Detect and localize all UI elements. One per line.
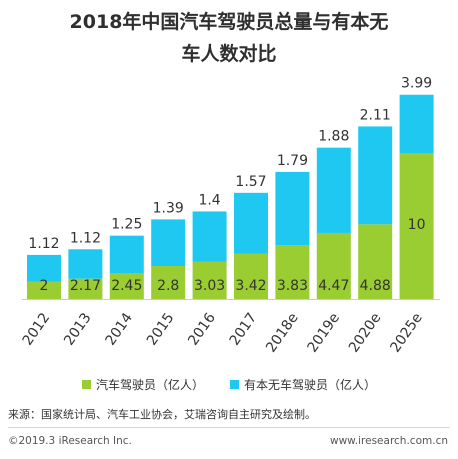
tick-label-2020e: 2020e xyxy=(346,310,384,355)
legend-item-drivers: 汽车驾驶员（亿人） xyxy=(81,376,204,393)
chart-title-line-2: 车人数对比 xyxy=(181,43,277,65)
label-no-car-2016: 1.4 xyxy=(198,192,220,208)
label-drivers-2025e: 10 xyxy=(408,217,426,233)
bar-no-car-2025e xyxy=(399,94,434,153)
bar-drivers-2019e xyxy=(316,232,351,299)
label-drivers-2013: 2.17 xyxy=(70,278,101,294)
tick-label-2012: 2012 xyxy=(20,310,54,348)
chart-legend: 汽车驾驶员（亿人） 有本无车驾驶员（亿人） xyxy=(0,376,458,393)
label-drivers-2019e: 4.47 xyxy=(318,278,349,294)
bar-no-car-2020e xyxy=(358,126,393,225)
bar-no-car-2019e xyxy=(316,147,351,233)
bar-drivers-2025e xyxy=(399,153,434,299)
label-drivers-2016: 3.03 xyxy=(194,278,225,294)
label-no-car-2013: 1.12 xyxy=(70,230,101,246)
label-no-car-2017: 1.57 xyxy=(235,174,266,190)
bar-no-car-2017 xyxy=(234,192,268,254)
tick-label-2014: 2014 xyxy=(103,310,137,348)
tick-label-2018e: 2018e xyxy=(263,310,301,355)
label-no-car-2012: 1.12 xyxy=(28,236,59,252)
label-drivers-2018e: 3.83 xyxy=(277,278,308,294)
footer-divider xyxy=(8,427,450,428)
label-drivers-2015: 2.8 xyxy=(157,278,179,294)
bar-drivers-2020e xyxy=(358,224,393,299)
label-drivers-2014: 2.45 xyxy=(111,278,142,294)
label-drivers-2012: 2 xyxy=(40,278,49,294)
legend-swatch-no-car xyxy=(230,380,239,389)
bar-no-car-2014 xyxy=(109,235,144,273)
label-no-car-2020e: 2.11 xyxy=(360,107,391,123)
tick-label-2016: 2016 xyxy=(185,310,219,348)
label-no-car-2015: 1.39 xyxy=(153,200,184,216)
tick-label-2017: 2017 xyxy=(227,310,261,348)
bar-no-car-2015 xyxy=(151,219,186,267)
bar-no-car-2018e xyxy=(275,171,310,246)
chart-title: 2018年中国汽车驾驶员总量与有本无 车人数对比 xyxy=(0,6,458,70)
bar-drivers-2015 xyxy=(151,266,186,299)
legend-label-drivers: 汽车驾驶员（亿人） xyxy=(95,378,204,392)
label-no-car-2019e: 1.88 xyxy=(318,129,349,145)
bar-drivers-2012 xyxy=(27,281,61,299)
legend-swatch-drivers xyxy=(81,380,91,389)
tick-label-2019e: 2019e xyxy=(305,310,343,355)
bar-drivers-2017 xyxy=(234,253,268,299)
label-no-car-2014: 1.25 xyxy=(111,217,142,233)
legend-label-no-car: 有本无车驾驶员（亿人） xyxy=(244,378,377,392)
copyright-text: ©2019.3 iResearch Inc. xyxy=(8,435,132,447)
tick-label-2013: 2013 xyxy=(61,310,95,348)
bar-no-car-2013 xyxy=(68,249,103,279)
website-url: www.iresearch.com.cn xyxy=(329,435,448,447)
bar-no-car-2016 xyxy=(192,211,227,262)
bar-drivers-2014 xyxy=(109,272,144,299)
source-note: 来源：国家统计局、汽车工业协会，艾瑞咨询自主研究及绘制。 xyxy=(8,408,316,421)
bar-drivers-2013 xyxy=(68,278,103,299)
tick-label-2025e: 2025e xyxy=(387,310,425,355)
label-no-car-2025e: 3.99 xyxy=(401,76,432,92)
bar-drivers-2016 xyxy=(192,261,227,299)
label-drivers-2020e: 4.88 xyxy=(360,278,391,294)
bar-no-car-2012 xyxy=(27,254,61,282)
bar-drivers-2018e xyxy=(275,245,310,299)
tick-label-2015: 2015 xyxy=(144,310,178,348)
label-drivers-2017: 3.42 xyxy=(235,278,266,294)
stacked-bar-chart: 2 1.12 2012 2.17 1.12 2013 2.45 1.25 2014 2.8 1.39… xyxy=(20,76,440,356)
legend-item-no-car: 有本无车驾驶员（亿人） xyxy=(230,376,376,393)
label-no-car-2018e: 1.79 xyxy=(277,153,308,169)
chart-title-line-1: 2018年中国汽车驾驶员总量与有本无 xyxy=(69,11,389,33)
